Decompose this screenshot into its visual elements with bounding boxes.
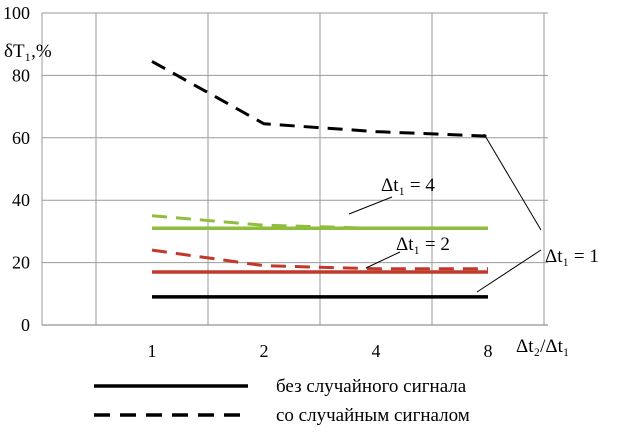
annotation-leader [483, 133, 542, 231]
annotation-label: Δt₁ = 1 [545, 246, 599, 267]
y-tick-label: 60 [12, 128, 30, 148]
x-tick-label: 4 [372, 341, 381, 361]
plot-frame [41, 13, 548, 326]
legend-label: без случайного сигнала [276, 376, 467, 397]
x-tick-label: 1 [148, 341, 157, 361]
x-axis-label: Δt₂/Δt₁ [516, 336, 570, 357]
legend: без случайного сигнала со случайным сигна… [94, 376, 470, 426]
grid [42, 12, 548, 325]
series-group [151, 60, 489, 299]
y-tick-label: 40 [12, 190, 30, 210]
y-tick-labels: 0 20 40 60 80 100 [3, 3, 30, 335]
legend-label: со случайным сигналом [276, 405, 470, 426]
annotations: Δt₁ = 4 Δt₁ = 2 Δt₁ = 1 [348, 133, 599, 293]
annotation-leader [365, 251, 401, 269]
y-tick-label: 100 [3, 3, 30, 23]
y-axis-label: δT₁,% [4, 41, 52, 62]
x-tick-labels: 1 2 4 8 [148, 341, 493, 361]
y-tick-label: 0 [21, 315, 30, 335]
x-tick-label: 8 [484, 341, 493, 361]
annotation-leader [476, 249, 542, 293]
series-line [151, 60, 489, 138]
annotation-leader [348, 196, 393, 215]
series-line [151, 248, 488, 271]
annotation-label: Δt₁ = 4 [381, 175, 435, 196]
series-line [151, 214, 488, 230]
y-tick-label: 80 [12, 65, 30, 85]
y-tick-label: 20 [12, 253, 30, 273]
annotation-label: Δt₁ = 2 [396, 234, 450, 255]
x-tick-label: 2 [260, 341, 269, 361]
svg-text:Δt₂/Δt₁: Δt₂/Δt₁ [516, 336, 570, 357]
